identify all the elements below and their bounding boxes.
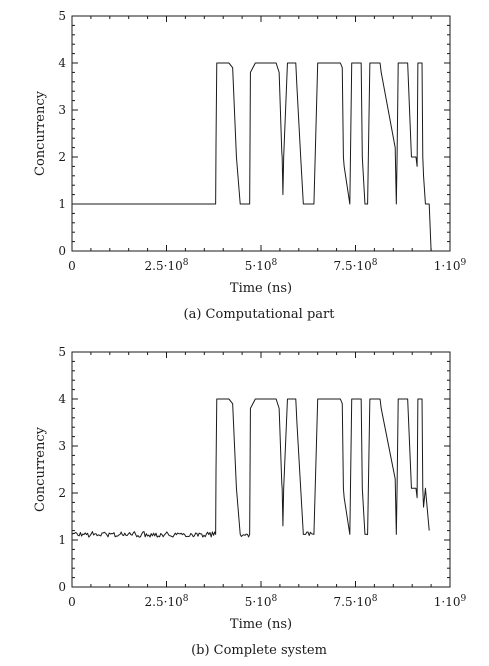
y-axis-label: Concurrency — [33, 426, 48, 512]
x-axis-label: Time (ns) — [230, 617, 292, 632]
series-line — [71, 398, 430, 538]
y-tick-label: 4 — [58, 392, 66, 406]
x-tick-label: 5·108 — [245, 594, 278, 609]
x-tick-label: 1·109 — [434, 594, 467, 609]
y-tick-label: 1 — [58, 533, 66, 547]
series-line — [72, 62, 432, 252]
x-tick-label: 7.5·108 — [334, 594, 378, 609]
y-tick-label: 3 — [58, 103, 66, 117]
x-axis-label: Time (ns) — [230, 281, 292, 296]
x-tick-label: 1·109 — [434, 258, 467, 273]
plot-frame — [71, 15, 451, 252]
x-tick-label: 0 — [68, 595, 76, 609]
x-tick-label: 5·108 — [245, 258, 278, 273]
y-tick-label: 4 — [58, 56, 66, 70]
x-tick-label: 2.5·108 — [145, 594, 189, 609]
chart-panel-b: 0 2.5·108 5·108 7.5·108 1·109 0 1 2 3 4 5 Time (ns)… — [33, 345, 466, 658]
chart-caption: (b) Complete system — [191, 643, 327, 658]
x-tick-label: 2.5·108 — [145, 258, 189, 273]
chart-panel-a: 0 2.5·108 5·108 7.5·108 1·109 0 1 2 3 4 5 Time (ns)… — [33, 9, 466, 322]
y-tick-label: 0 — [58, 244, 66, 258]
y-tick-label: 1 — [58, 197, 66, 211]
y-tick-label: 5 — [58, 345, 66, 359]
y-tick-label: 5 — [58, 9, 66, 23]
x-tick-label: 0 — [68, 259, 76, 273]
y-tick-label: 2 — [58, 150, 66, 164]
y-tick-label: 0 — [58, 580, 66, 594]
y-tick-label: 2 — [58, 486, 66, 500]
x-tick-label: 7.5·108 — [334, 258, 378, 273]
chart-caption: (a) Computational part — [184, 307, 336, 322]
y-tick-label: 3 — [58, 439, 66, 453]
y-axis-label: Concurrency — [33, 90, 48, 176]
